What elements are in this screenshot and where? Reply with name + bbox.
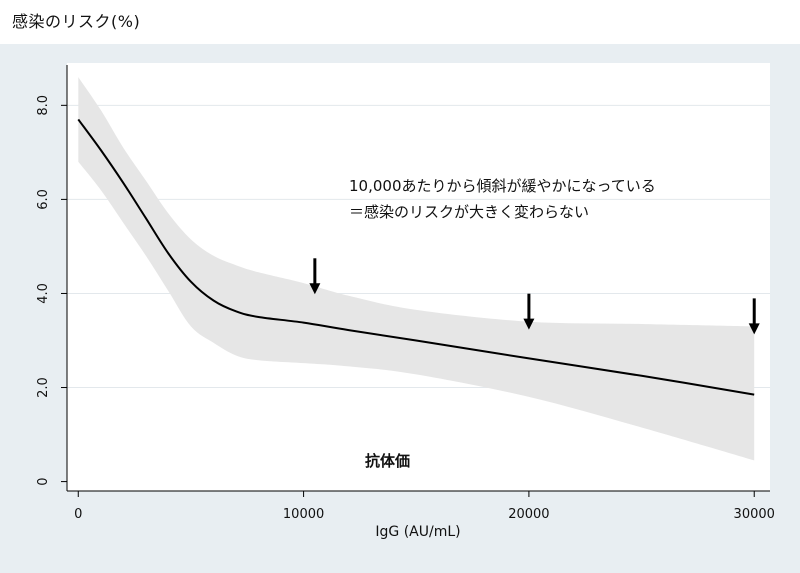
x-tick-label: 20000	[508, 507, 549, 522]
annotation-line-2: ＝感染のリスクが大きく変わらない	[349, 203, 589, 221]
down-arrow-icon	[309, 258, 321, 295]
chart-title: 感染のリスク(%)	[12, 12, 141, 31]
arrow-head	[523, 318, 535, 330]
x-tick-label: 0	[74, 507, 82, 522]
y-tick-label: 4.0	[36, 283, 51, 304]
arrows	[309, 258, 760, 335]
y-tick-label: 6.0	[36, 189, 51, 210]
annotation-line-1: 10,000あたりから傾斜が緩やかになっている	[349, 177, 656, 195]
x-axis-ticks: 0 10000 20000 30000	[74, 491, 775, 522]
y-tick-label: 8.0	[36, 95, 51, 116]
y-tick-label: 2.0	[36, 377, 51, 398]
risk-curve	[77, 118, 755, 396]
confidence-band	[78, 77, 755, 461]
y-tick-label: 0	[36, 477, 51, 485]
down-arrow-icon	[523, 293, 535, 330]
x-tick-label: 10000	[283, 507, 324, 522]
y-axis-ticks: 0 2.0 4.0 6.0 8.0	[36, 95, 67, 486]
axes	[66, 65, 770, 492]
arrow-head	[748, 323, 760, 335]
inner-label: 抗体価	[365, 452, 410, 470]
down-arrow-icon	[748, 298, 760, 335]
arrow-head	[309, 283, 321, 295]
x-axis-label: IgG (AU/mL)	[375, 524, 460, 540]
x-tick-label: 30000	[734, 507, 775, 522]
